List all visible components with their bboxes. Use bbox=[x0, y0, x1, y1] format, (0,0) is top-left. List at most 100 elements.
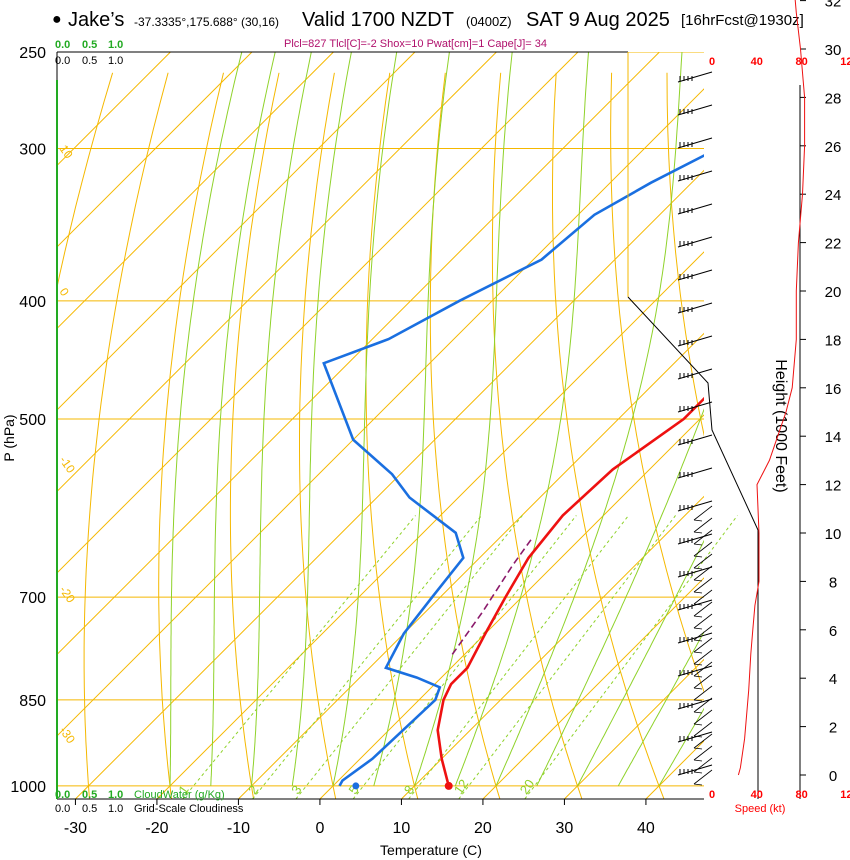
wind-barbs bbox=[677, 71, 713, 786]
isotherm-line bbox=[57, 52, 416, 411]
mixing-ratio-line bbox=[252, 515, 482, 800]
mixing-ratio-line bbox=[182, 515, 416, 800]
dry-adiabat-label: -10 bbox=[57, 453, 79, 476]
wind-barb bbox=[677, 698, 713, 710]
valid-time: Valid 1700 NZDT bbox=[302, 9, 454, 31]
frame-diagonal-line bbox=[627, 296, 759, 799]
cloud-water-tick-top: 1.0 bbox=[108, 39, 123, 51]
isotherm-line bbox=[238, 332, 704, 799]
wind-barb-flag bbox=[693, 771, 703, 774]
dry-adiabat-line bbox=[666, 72, 704, 437]
isotherm-line bbox=[564, 658, 704, 799]
x-tick-label: 20 bbox=[474, 820, 492, 837]
utc-time: (0400Z) bbox=[466, 14, 512, 29]
speed-tick-bottom: 80 bbox=[795, 789, 807, 801]
y-axis-title: P (hPa) bbox=[1, 414, 17, 461]
moist-adiabat-line bbox=[577, 539, 704, 787]
height-tick-label: 20 bbox=[825, 284, 842, 301]
sounding-profiles bbox=[322, 154, 704, 790]
cloud-water-tick-bottom: 0.5 bbox=[82, 789, 97, 801]
wind-barb-staff bbox=[677, 467, 713, 479]
height-tick-label: 22 bbox=[825, 236, 842, 253]
cloud-water-tick-top: 0.5 bbox=[82, 39, 97, 51]
speed-axis-label: Speed (kt) bbox=[735, 803, 786, 815]
wind-barb-flag bbox=[693, 711, 703, 714]
speed-tick-top: 0 bbox=[709, 56, 715, 68]
temperature-line bbox=[436, 396, 704, 787]
moist-adiabat-line bbox=[536, 408, 704, 787]
height-tick-label: 12 bbox=[825, 478, 842, 495]
height-tick-label: 30 bbox=[825, 42, 842, 59]
moist-adiabat-line bbox=[210, 52, 276, 786]
pressure-tick-label: 1000 bbox=[10, 779, 46, 796]
cloudiness-tick-bottom: 0.5 bbox=[82, 803, 97, 815]
wind-barb-staff bbox=[677, 137, 713, 149]
station-coords: -37.3335°,175.688° (30,16) bbox=[134, 15, 280, 29]
isotherm-line bbox=[57, 52, 660, 656]
wind-barb-flag bbox=[693, 543, 703, 546]
wind-barb-staff bbox=[693, 553, 713, 569]
wind-barb bbox=[677, 500, 713, 512]
isotherm-line bbox=[57, 52, 579, 574]
cloudiness-tick-bottom: 0.0 bbox=[55, 803, 70, 815]
wind-barb-flag bbox=[693, 531, 703, 534]
speed-tick-bottom: 0 bbox=[709, 789, 715, 801]
wind-barb-flag bbox=[693, 627, 703, 630]
wind-barb bbox=[677, 302, 713, 314]
wind-barb-flag bbox=[693, 699, 703, 702]
x-tick-label: -20 bbox=[145, 820, 168, 837]
speed-tick-top: 12 bbox=[840, 56, 850, 68]
dry-adiabat-label: -30 bbox=[57, 724, 79, 747]
wind-barb-flag bbox=[693, 687, 703, 690]
wind-barb bbox=[677, 401, 713, 413]
pressure-tick-label: 850 bbox=[19, 693, 46, 710]
moist-adiabat-line bbox=[373, 52, 450, 787]
mixing-ratio-label: 12 bbox=[451, 776, 472, 796]
wind-barb-staff bbox=[693, 529, 713, 545]
dry-adiabat-line bbox=[610, 72, 704, 694]
wind-barb bbox=[677, 632, 713, 644]
height-tick-label: 24 bbox=[825, 187, 842, 204]
height-axis-title: Height (1000 Feet) bbox=[772, 359, 789, 492]
height-tick-label: 26 bbox=[825, 139, 842, 156]
axis-labels: 0102030100-10-20-30 bbox=[57, 142, 79, 747]
wind-barb-staff bbox=[693, 565, 713, 581]
surface-dewpoint-dot bbox=[352, 782, 360, 790]
dry-adiabat-line bbox=[429, 72, 501, 799]
wind-barb bbox=[677, 731, 713, 743]
forecast-run: [16hrFcst@1930z] bbox=[681, 12, 804, 29]
wind-barb-staff bbox=[693, 625, 713, 641]
cloudiness-label: Grid-Scale Cloudiness bbox=[134, 803, 244, 815]
wind-barb-staff bbox=[693, 577, 713, 593]
wind-barb bbox=[677, 137, 713, 149]
moist-adiabat-line bbox=[251, 52, 312, 786]
x-tick-label: 30 bbox=[556, 820, 574, 837]
wind-barb-staff bbox=[693, 601, 713, 617]
height-tick-label: 16 bbox=[825, 381, 842, 398]
height-tick-label: 10 bbox=[825, 526, 842, 543]
wind-barb bbox=[677, 236, 713, 248]
wind-barb bbox=[677, 335, 713, 347]
isotherm-line bbox=[57, 52, 334, 330]
height-tick-label: 2 bbox=[829, 720, 837, 737]
wind-barb bbox=[677, 203, 713, 215]
wind-barb-staff bbox=[677, 236, 713, 248]
moist-adiabat-line bbox=[414, 52, 513, 787]
mixing-ratio-line bbox=[295, 515, 523, 800]
dry-adiabat-line bbox=[299, 72, 337, 799]
dry-adiabat-line bbox=[158, 72, 224, 799]
parcel-path-line bbox=[451, 536, 534, 655]
wind-barb-staff bbox=[693, 541, 713, 557]
wind-barb-staff bbox=[677, 368, 713, 380]
x-tick-label: -10 bbox=[227, 820, 250, 837]
wind-barb bbox=[677, 764, 713, 776]
moist-adiabat-line bbox=[454, 52, 589, 787]
moist-adiabat-line bbox=[291, 52, 352, 786]
isotherm-line bbox=[75, 169, 704, 799]
wind-barb-flag bbox=[693, 783, 703, 786]
isotherm-line bbox=[57, 52, 497, 493]
wind-barb-flag bbox=[693, 675, 703, 678]
wind-barb-staff bbox=[693, 649, 713, 665]
moist-adiabat-line bbox=[332, 52, 398, 786]
wind-barb-staff bbox=[677, 302, 713, 314]
